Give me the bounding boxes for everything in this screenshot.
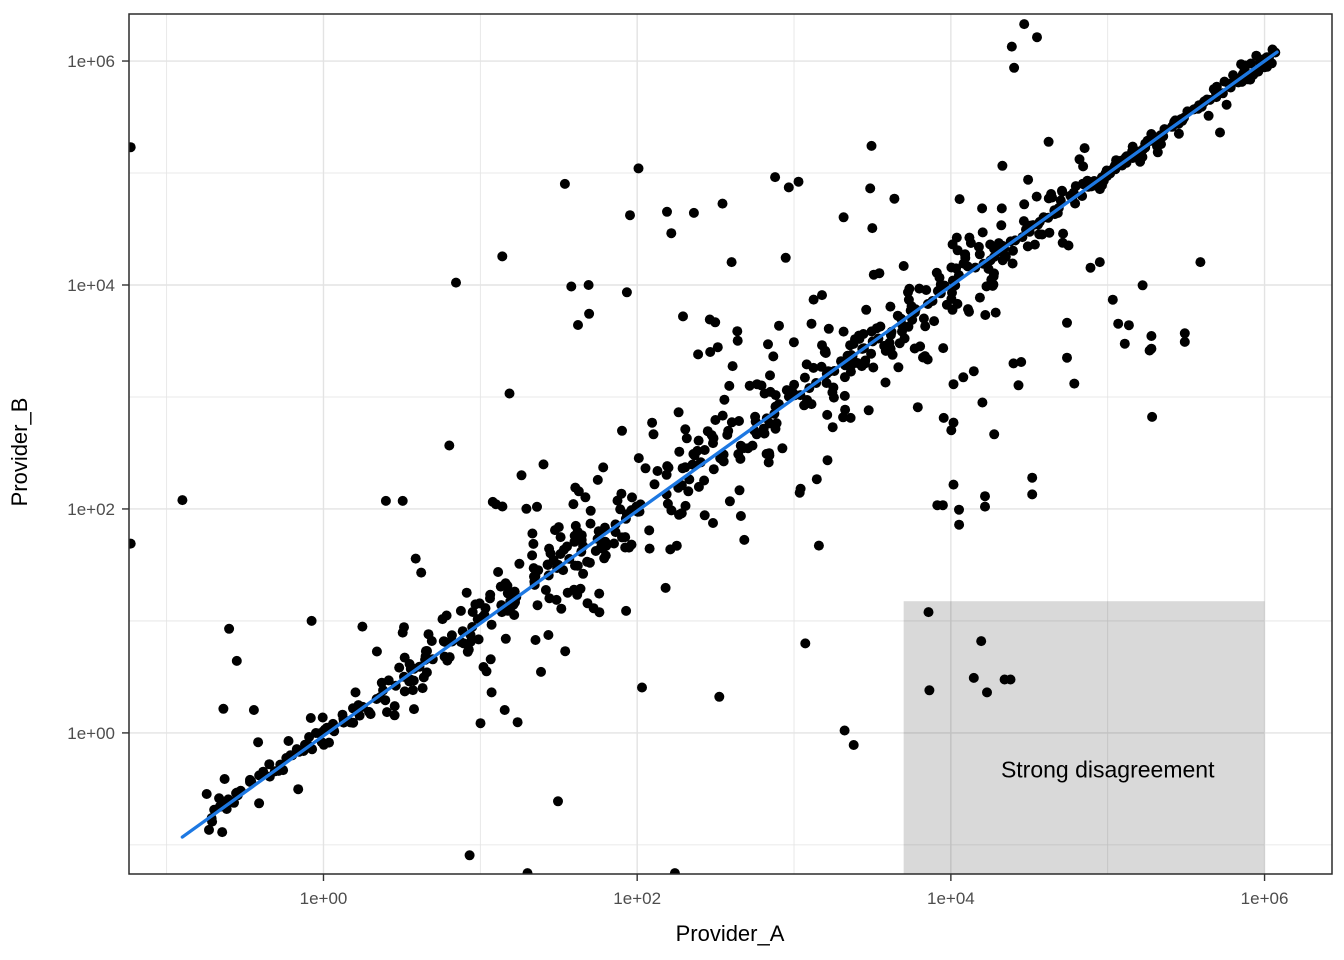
y-tick-label: 1e+06 (67, 52, 115, 71)
strong-disagreement-region (903, 601, 1265, 874)
x-tick-label: 1e+00 (300, 889, 348, 908)
y-tick-label: 1e+00 (67, 724, 115, 743)
panel-border (128, 13, 1333, 875)
axis-tick-marks (122, 60, 1266, 881)
y-axis-title: Provider_B (7, 398, 32, 507)
x-tick-label: 1e+02 (613, 889, 661, 908)
x-tick-label: 1e+04 (927, 889, 975, 908)
y-tick-label: 1e+02 (67, 500, 115, 519)
y-tick-label: 1e+04 (67, 276, 115, 295)
x-tick-label: 1e+06 (1241, 889, 1289, 908)
x-axis-title: Provider_A (676, 921, 785, 946)
grid-lines (129, 14, 1332, 874)
strong-disagreement-label: Strong disagreement (1001, 757, 1215, 783)
trend-line (180, 50, 1279, 839)
axis-tick-labels: 1e+00 1e+02 1e+04 1e+06 1e+00 1e+02 1e+04 1e+06 (67, 52, 1288, 908)
